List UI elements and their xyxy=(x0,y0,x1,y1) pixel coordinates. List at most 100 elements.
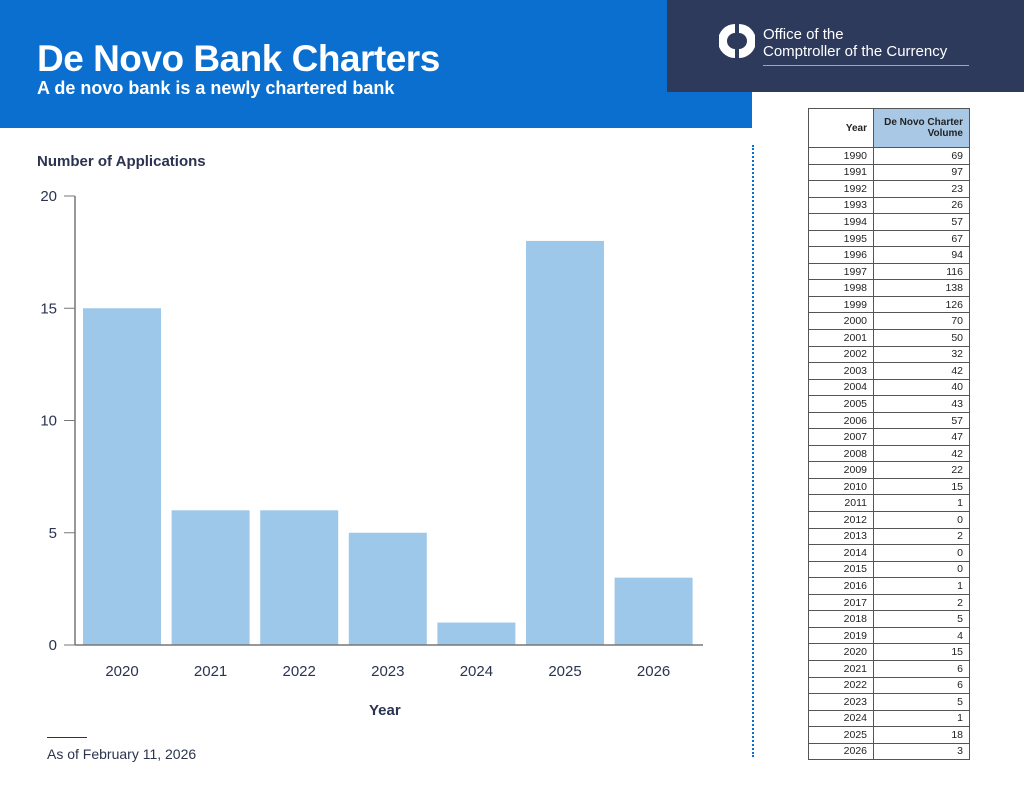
table-row: 2012 0 xyxy=(808,511,970,529)
table-row: 1999 126 xyxy=(808,295,970,314)
bar-2023 xyxy=(348,532,427,645)
year-cell: 2018 xyxy=(808,610,874,628)
x-tick-label: 2022 xyxy=(283,663,316,680)
year-cell: 1998 xyxy=(808,279,874,297)
bar-2021 xyxy=(171,510,250,645)
volume-cell: 0 xyxy=(873,560,970,579)
year-cell: 2009 xyxy=(808,461,874,479)
table-row: 2005 43 xyxy=(808,395,970,413)
table-row: 2020 15 xyxy=(808,643,970,661)
year-cell: 1996 xyxy=(808,246,874,264)
x-tick-label: 2025 xyxy=(548,663,581,680)
volume-cell: 22 xyxy=(873,461,970,479)
year-cell: 2014 xyxy=(808,544,874,562)
year-cell: 2007 xyxy=(808,428,874,446)
y-tick-label: 10 xyxy=(40,413,57,430)
year-cell: 2005 xyxy=(808,395,874,413)
year-cell: 1991 xyxy=(808,163,874,182)
year-cell: 1990 xyxy=(808,147,874,165)
table-row: 1993 26 xyxy=(808,196,970,215)
table-row: 1996 94 xyxy=(808,246,970,264)
volume-cell: 57 xyxy=(873,213,970,231)
charter-volume-table: Year De Novo Charter Volume 1990 69 1991 97… xyxy=(808,108,970,761)
table-row: 1997 116 xyxy=(808,262,970,281)
volume-cell: 2 xyxy=(873,527,970,546)
volume-cell: 138 xyxy=(873,279,970,297)
year-cell: 2011 xyxy=(808,494,874,513)
occ-logo: Office of the Comptroller of the Currenc… xyxy=(667,0,1024,92)
year-cell: 2022 xyxy=(808,676,874,695)
table-row: 1991 97 xyxy=(808,163,970,182)
table-header-volume: De Novo Charter Volume xyxy=(873,108,970,148)
table-row: 2026 3 xyxy=(808,742,970,761)
table-row: 2025 18 xyxy=(808,726,970,744)
table-row: 2022 6 xyxy=(808,676,970,695)
year-cell: 1995 xyxy=(808,229,874,248)
year-cell: 2017 xyxy=(808,593,874,612)
page-title: De Novo Bank Charters xyxy=(37,38,440,79)
year-cell: 2015 xyxy=(808,560,874,579)
table-row: 2011 1 xyxy=(808,494,970,513)
year-cell: 2021 xyxy=(808,659,874,678)
year-cell: 2024 xyxy=(808,709,874,728)
year-cell: 2002 xyxy=(808,345,874,364)
y-axis-label: Number of Applications xyxy=(37,153,206,170)
table-row: 2001 50 xyxy=(808,329,970,347)
table-row: 2016 1 xyxy=(808,577,970,595)
volume-cell: 57 xyxy=(873,411,970,430)
table-row: 2018 5 xyxy=(808,610,970,628)
year-cell: 2004 xyxy=(808,378,874,397)
volume-cell: 15 xyxy=(873,643,970,661)
table-row: 2024 1 xyxy=(808,709,970,728)
table-row: 1990 69 xyxy=(808,147,970,165)
table-row: 2019 4 xyxy=(808,626,970,645)
bar-chart: 2020 2021 2022 2023 2024 2025 2026 0 5 10 15 20 xyxy=(40,188,703,680)
table-row: 2004 40 xyxy=(808,378,970,397)
table-row: 2015 0 xyxy=(808,560,970,579)
year-cell: 2006 xyxy=(808,411,874,430)
year-cell: 2023 xyxy=(808,693,874,711)
year-cell: 1999 xyxy=(808,295,874,314)
x-tick-label: 2020 xyxy=(105,663,138,680)
volume-cell: 126 xyxy=(873,295,970,314)
bar-2024 xyxy=(437,622,516,645)
volume-cell: 43 xyxy=(873,395,970,413)
year-cell: 2020 xyxy=(808,643,874,661)
year-cell: 2019 xyxy=(808,626,874,645)
dotted-divider xyxy=(752,145,754,757)
volume-cell: 26 xyxy=(873,196,970,215)
volume-cell: 18 xyxy=(873,726,970,744)
y-tick-label: 5 xyxy=(49,525,57,542)
year-cell: 1997 xyxy=(808,262,874,281)
footnote-rule xyxy=(47,737,87,738)
volume-cell: 23 xyxy=(873,180,970,198)
table-row: 2009 22 xyxy=(808,461,970,479)
occ-logo-icon xyxy=(719,24,755,58)
y-tick-label: 20 xyxy=(40,188,57,205)
year-cell: 1993 xyxy=(808,196,874,215)
y-tick-label: 15 xyxy=(40,300,57,317)
table-row: 1995 67 xyxy=(808,229,970,248)
year-cell: 2012 xyxy=(808,511,874,529)
bar-2022 xyxy=(260,510,339,645)
logo-line2: Comptroller of the Currency xyxy=(763,43,948,60)
table-row: 1994 57 xyxy=(808,213,970,231)
year-cell: 2003 xyxy=(808,362,874,380)
table-row: 2013 2 xyxy=(808,527,970,546)
y-tick-label: 0 xyxy=(49,637,57,654)
logo-line1: Office of the xyxy=(763,26,844,43)
year-cell: 2001 xyxy=(808,329,874,347)
x-tick-label: 2021 xyxy=(194,663,227,680)
year-cell: 2000 xyxy=(808,312,874,331)
table-row: 2007 47 xyxy=(808,428,970,446)
x-axis-label: Year xyxy=(369,702,401,719)
year-cell: 2008 xyxy=(808,444,874,463)
table-header-year: Year xyxy=(808,108,874,148)
year-cell: 1994 xyxy=(808,213,874,231)
table-row: 2023 5 xyxy=(808,693,970,711)
volume-cell: 94 xyxy=(873,246,970,264)
volume-cell: 69 xyxy=(873,147,970,165)
year-cell: 2026 xyxy=(808,742,874,761)
table-row: 2000 70 xyxy=(808,312,970,331)
volume-cell: 40 xyxy=(873,378,970,397)
